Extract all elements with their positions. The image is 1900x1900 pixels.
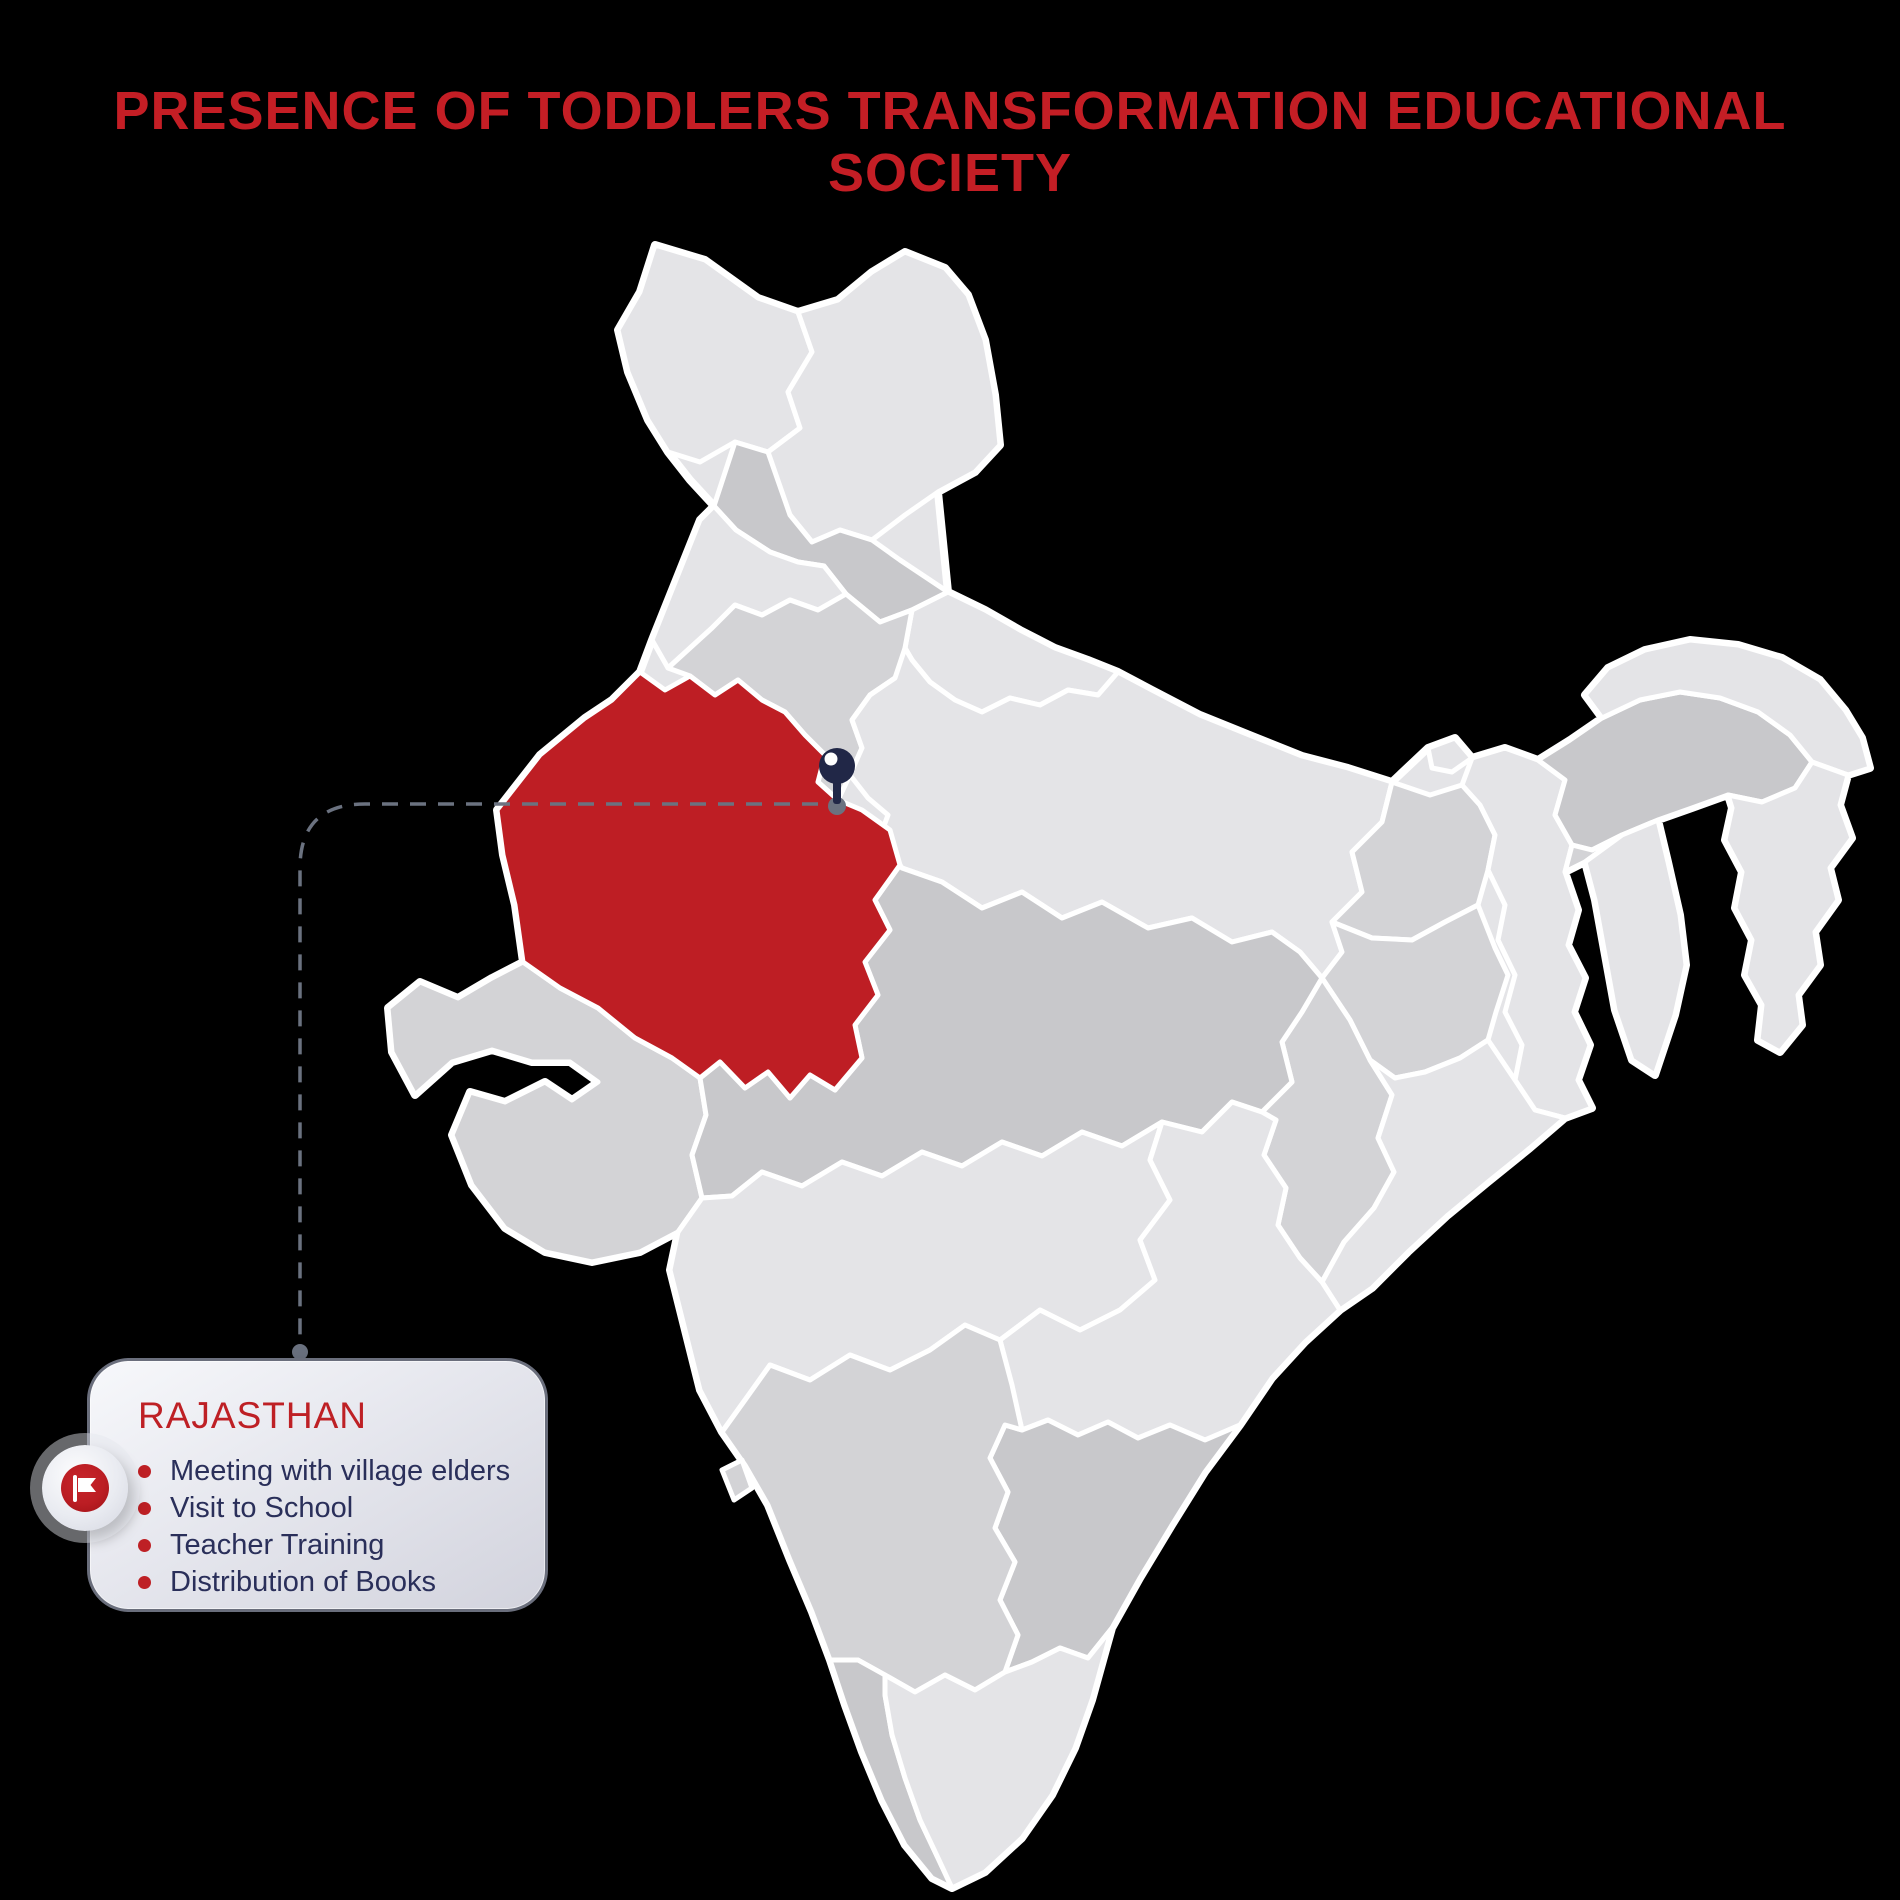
location-pin-icon <box>819 748 855 815</box>
state-ladakh <box>765 249 1003 545</box>
list-item-label: Meeting with village elders <box>170 1455 511 1487</box>
state-karnataka <box>719 1322 1025 1695</box>
connector-line <box>298 802 818 1346</box>
list-item-label: Distribution of Books <box>170 1566 436 1598</box>
flag-badge <box>42 1445 128 1531</box>
bullet-icon <box>138 1539 151 1552</box>
state-tripura <box>1582 817 1689 1078</box>
bullet-icon <box>138 1576 151 1589</box>
list-item: Distribution of Books <box>138 1564 515 1601</box>
callout-card: RAJASTHAN Meeting with village elders Vi… <box>42 1358 548 1612</box>
state-goa <box>719 1457 755 1503</box>
state-andhra-pradesh <box>987 1417 1243 1675</box>
list-item: Teacher Training <box>138 1527 515 1564</box>
list-item: Meeting with village elders <box>138 1453 515 1490</box>
state-nagaland-manipur-mizoram <box>1722 759 1855 1055</box>
state-odisha <box>1319 1037 1568 1313</box>
state-sikkim <box>1425 735 1475 775</box>
connector-end-dot <box>292 1344 308 1360</box>
flag-icon <box>73 1474 96 1502</box>
list-item-label: Visit to School <box>170 1492 354 1524</box>
callout-list: Meeting with village elders Visit to Sch… <box>138 1453 515 1601</box>
bullet-icon <box>138 1502 151 1515</box>
bullet-icon <box>138 1465 151 1478</box>
flag-badge-inner <box>61 1464 109 1512</box>
state-rajasthan <box>494 669 903 1101</box>
page-title: PRESENCE OF TODDLERS TRANSFORMATION EDUC… <box>113 81 1787 204</box>
list-item-label: Teacher Training <box>170 1529 385 1561</box>
state-tamil-nadu <box>882 1625 1115 1891</box>
state-arunachal-pradesh <box>1582 637 1873 778</box>
state-jammu-kashmir <box>615 242 815 465</box>
callout-region-title: RAJASTHAN <box>138 1395 367 1436</box>
list-item: Visit to School <box>138 1490 515 1527</box>
